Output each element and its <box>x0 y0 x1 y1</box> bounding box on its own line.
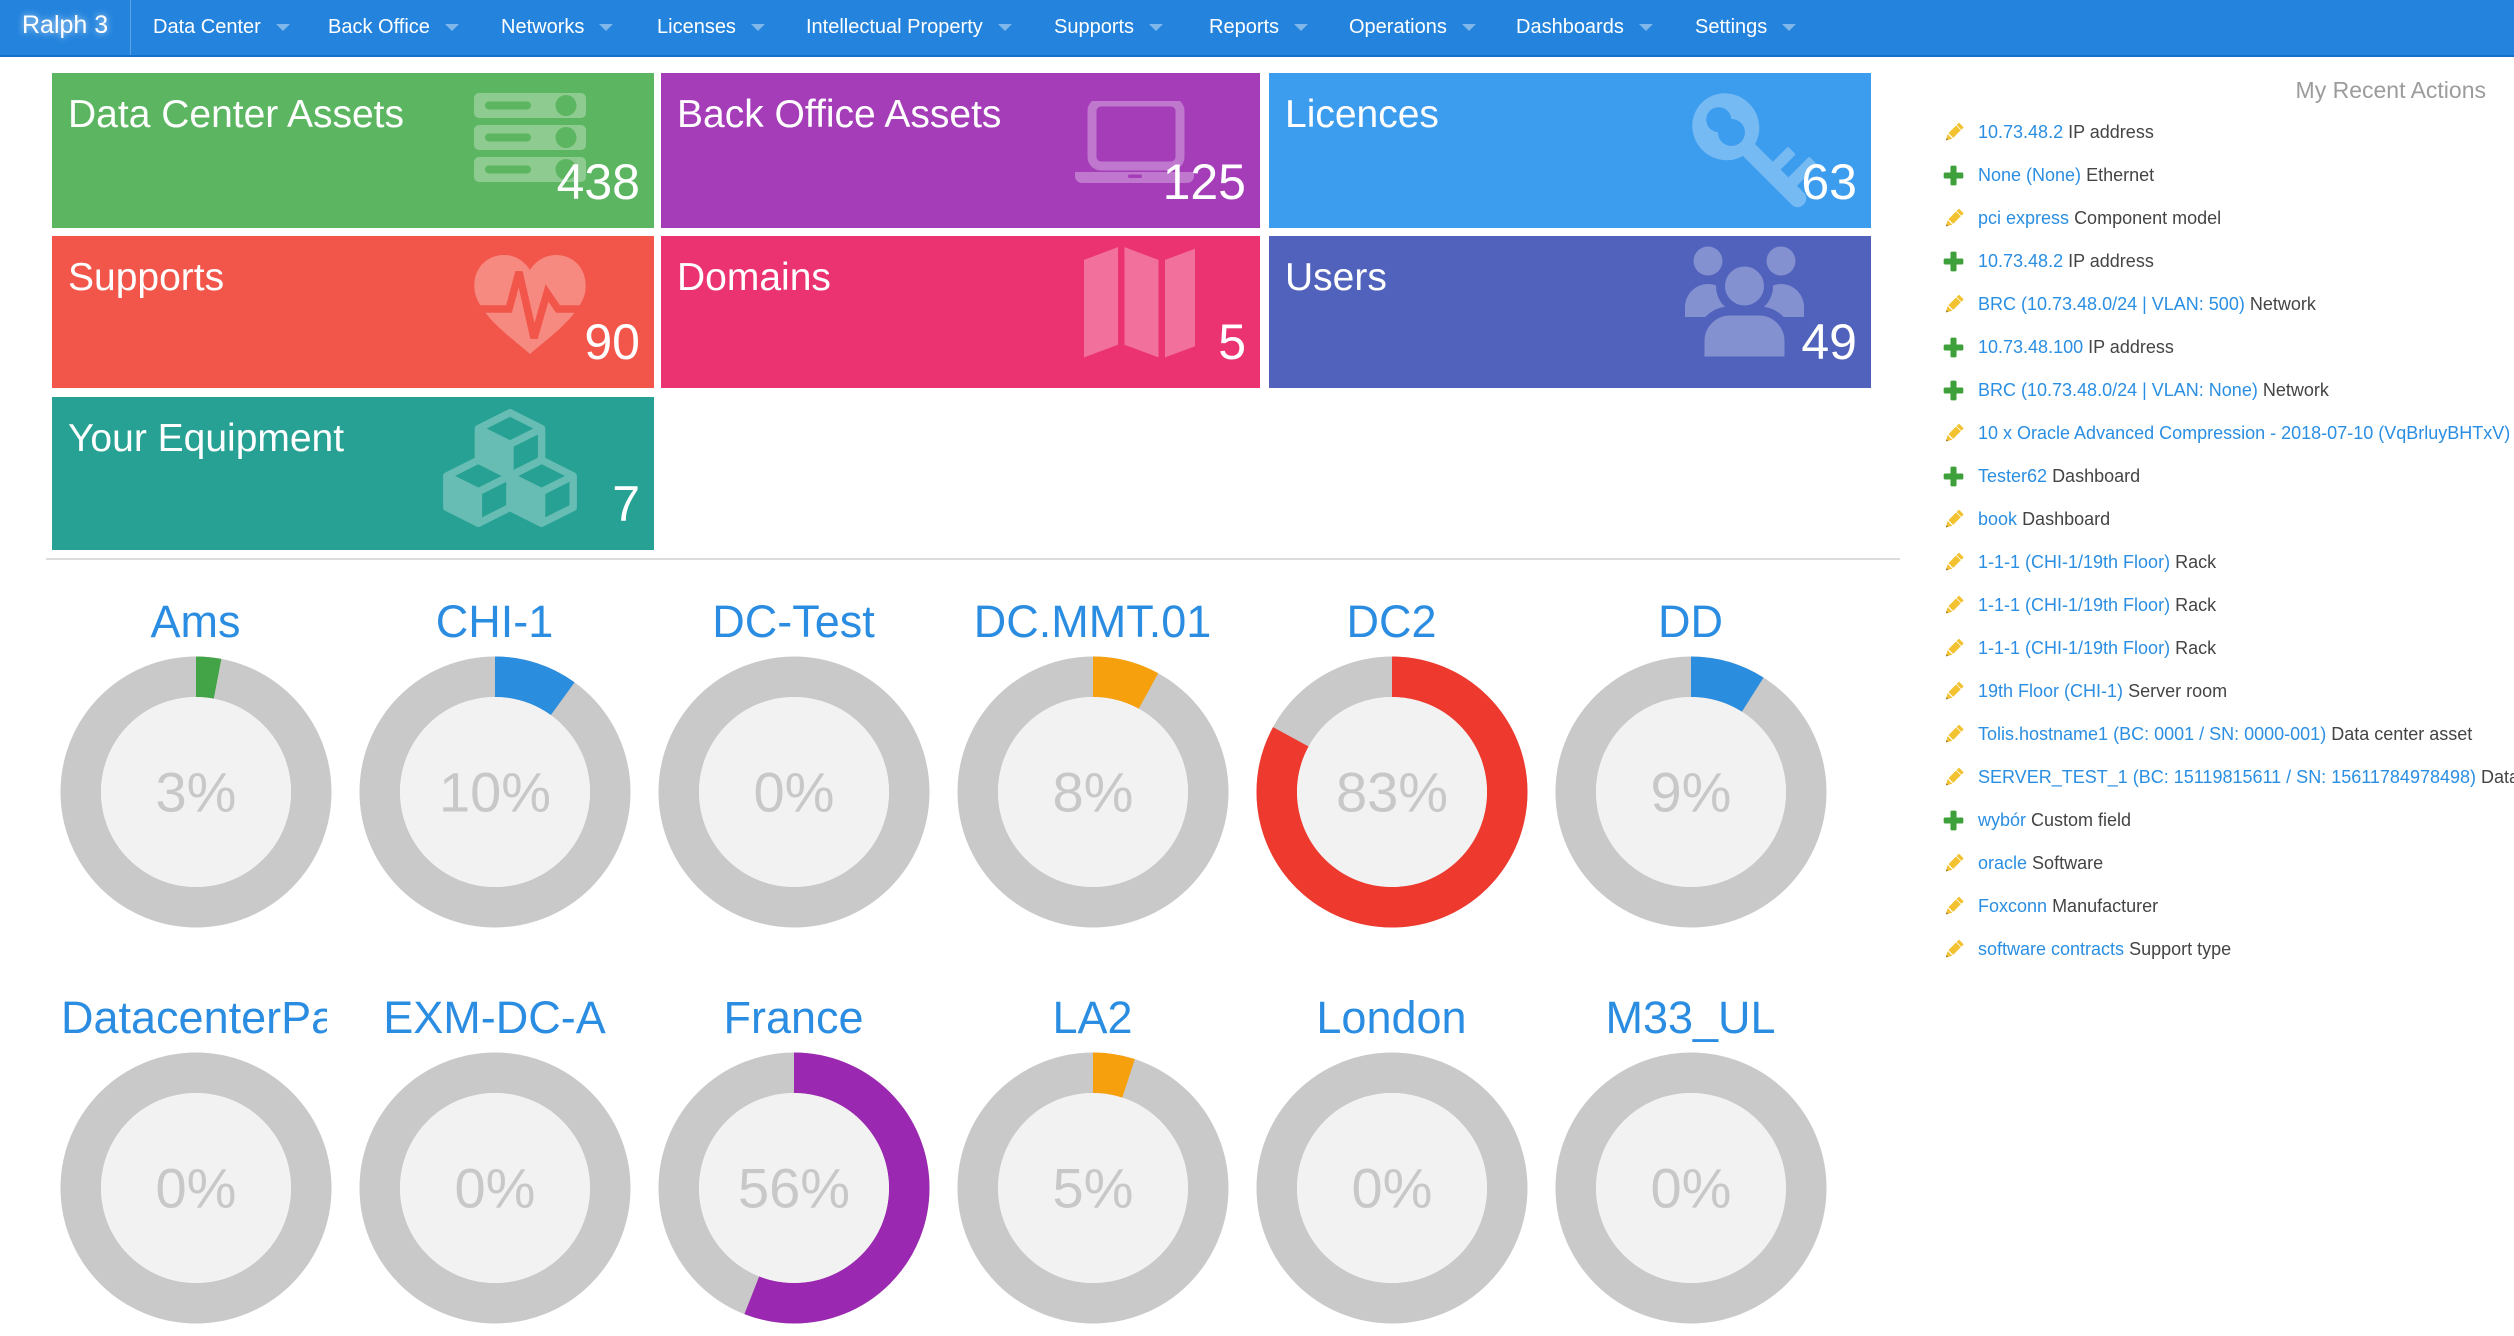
svg-text:0%: 0% <box>1351 1156 1432 1219</box>
svg-text:5%: 5% <box>1052 1156 1133 1219</box>
svg-text:0%: 0% <box>155 1156 236 1219</box>
svg-text:0%: 0% <box>454 1156 535 1219</box>
svg-text:0%: 0% <box>753 760 834 823</box>
svg-text:10%: 10% <box>438 760 550 823</box>
svg-text:83%: 83% <box>1335 760 1447 823</box>
svg-text:0%: 0% <box>1650 1156 1731 1219</box>
svg-text:3%: 3% <box>155 760 236 823</box>
svg-text:9%: 9% <box>1650 760 1731 823</box>
svg-text:8%: 8% <box>1052 760 1133 823</box>
svg-text:56%: 56% <box>737 1156 849 1219</box>
